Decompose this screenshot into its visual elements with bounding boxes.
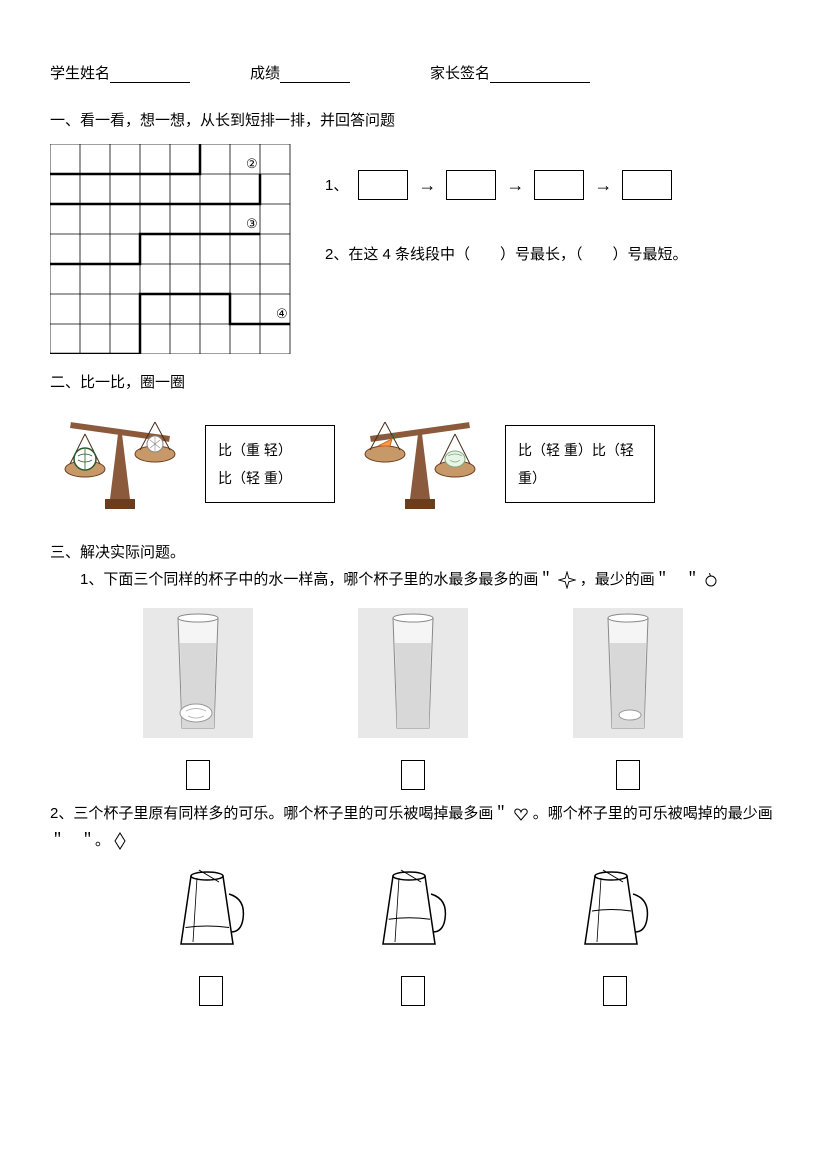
balance-scale-right <box>350 404 490 524</box>
mug-3 <box>565 864 665 1006</box>
sign-label: 家长签名 <box>430 60 490 87</box>
arrow-icon: → <box>418 169 436 201</box>
answer-box-4[interactable] <box>622 170 672 200</box>
q2-title: 二、比一比，圈一圈 <box>50 369 776 396</box>
glass-2 <box>353 603 473 790</box>
seq-label: 1、 <box>325 172 348 199</box>
svg-text:④: ④ <box>276 306 288 321</box>
svg-text:②: ② <box>246 156 258 171</box>
glass-answer-3[interactable] <box>616 760 640 790</box>
student-name-field: 学生姓名 <box>50 60 190 87</box>
mug-answer-3[interactable] <box>603 976 627 1006</box>
sequence-row: 1、 → → → <box>325 169 688 201</box>
glass-1 <box>138 603 258 790</box>
answer-box-1[interactable] <box>358 170 408 200</box>
mugs-row <box>50 864 776 1006</box>
q3-p1: 1、下面三个同样的杯子中的水一样高，哪个杯子里的水最多最多的画＂ ，最少的画＂ … <box>50 566 776 593</box>
header-row: 学生姓名 成绩 家长签名 <box>50 60 776 87</box>
score-label: 成绩 <box>250 60 280 87</box>
balance-scale-left <box>50 404 190 524</box>
score-field: 成绩 <box>250 60 350 87</box>
answer-box-3[interactable] <box>534 170 584 200</box>
heart-icon <box>513 806 529 822</box>
q3-p2a: 2、三个杯子里原有同样多的可乐。哪个杯子里的可乐被喝掉最多画＂ <box>50 805 508 822</box>
score-underline[interactable] <box>280 65 350 83</box>
glass-answer-1[interactable] <box>186 760 210 790</box>
svg-text:③: ③ <box>246 216 258 231</box>
glasses-row <box>50 603 776 790</box>
question-1: 一、看一看，想一想，从长到短排一排，并回答问题 ①②③④ 1、 → → → 2、… <box>50 107 776 354</box>
q1-line2: 2、在这 4 条线段中（ ）号最长，（ ）号最短。 <box>325 241 688 268</box>
sign-underline[interactable] <box>490 65 590 83</box>
q3-p1b: ，最少的画＂ ＂ <box>580 571 700 588</box>
box1-line1: 比（重 轻） <box>218 436 322 464</box>
mug-answer-1[interactable] <box>199 976 223 1006</box>
box2-line1: 比（轻 重）比（轻 <box>518 436 642 464</box>
arrow-icon: → <box>506 169 524 201</box>
sign-field: 家长签名 <box>430 60 590 87</box>
name-underline[interactable] <box>110 65 190 83</box>
question-3: 三、解决实际问题。 1、下面三个同样的杯子中的水一样高，哪个杯子里的水最多最多的… <box>50 539 776 1006</box>
question-2: 二、比一比，圈一圈 比（重 轻） 比（轻 重） <box>50 369 776 524</box>
mug-1 <box>161 864 261 1006</box>
box2-line2: 重） <box>518 464 642 492</box>
diamond-icon <box>114 832 126 850</box>
mug-2 <box>363 864 463 1006</box>
q3-title: 三、解决实际问题。 <box>50 539 776 566</box>
q3-p1a: 1、下面三个同样的杯子中的水一样高，哪个杯子里的水最多最多的画＂ <box>80 571 553 588</box>
compare-box-2: 比（轻 重）比（轻 重） <box>505 425 655 503</box>
q3-p2: 2、三个杯子里原有同样多的可乐。哪个杯子里的可乐被喝掉最多画＂ 。哪个杯子里的可… <box>50 800 776 854</box>
arrow-icon: → <box>594 169 612 201</box>
star-icon <box>558 571 576 589</box>
answer-box-2[interactable] <box>446 170 496 200</box>
glass-3 <box>568 603 688 790</box>
glass-answer-2[interactable] <box>401 760 425 790</box>
compare-box-1: 比（重 轻） 比（轻 重） <box>205 425 335 503</box>
name-label: 学生姓名 <box>50 60 110 87</box>
mug-answer-2[interactable] <box>401 976 425 1006</box>
circle-icon <box>704 573 718 587</box>
box1-line2: 比（轻 重） <box>218 464 322 492</box>
q1-title: 一、看一看，想一想，从长到短排一排，并回答问题 <box>50 107 776 134</box>
grid-diagram: ①②③④ <box>50 144 295 354</box>
